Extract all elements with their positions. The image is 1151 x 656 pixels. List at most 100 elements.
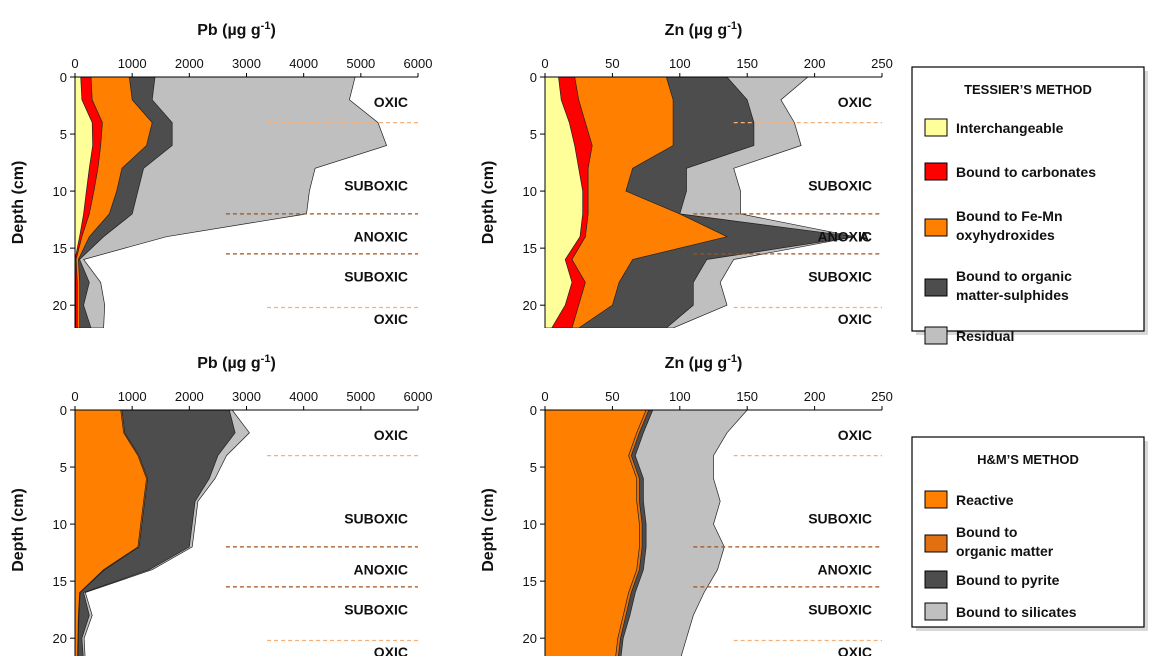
y-tick-label: 10	[53, 517, 67, 532]
legend-box	[911, 66, 1145, 332]
x-tick-label: 150	[736, 56, 758, 71]
legend-item-label: matter-sulphides	[956, 287, 1069, 303]
legend-title: H&M’S METHOD	[977, 452, 1079, 467]
y-tick-label: 5	[60, 460, 67, 475]
zone-label: SUBOXIC	[344, 602, 408, 618]
chart-title: Pb (µg g-1)	[197, 20, 276, 39]
y-tick-label: 15	[53, 574, 67, 589]
legend-item-label: Bound to carbonates	[956, 164, 1096, 180]
series-hm_reactive	[545, 410, 647, 656]
legend-swatch	[924, 602, 948, 621]
y-axis-label: Depth (cm)	[480, 488, 497, 572]
y-axis-label: Depth (cm)	[10, 488, 27, 572]
legend-title: TESSIER’S METHOD	[964, 82, 1092, 97]
x-tick-label: 250	[871, 56, 893, 71]
legend-swatch	[924, 278, 948, 297]
x-tick-label: 5000	[346, 56, 375, 71]
zone-label: SUBOXIC	[344, 510, 408, 526]
legend-hm: H&M’S METHOD Reactive Bound to organic matt…	[911, 436, 1148, 631]
zone-label: OXIC	[838, 644, 872, 656]
legend-item-label: Residual	[956, 328, 1014, 344]
series-interchangeable	[75, 77, 94, 328]
x-tick-label: 6000	[404, 56, 433, 71]
series-hm_reactive	[75, 410, 147, 656]
x-tick-label: 1000	[118, 389, 147, 404]
legend-swatch	[924, 118, 948, 137]
plot-area	[75, 77, 388, 328]
x-tick-label: 150	[736, 389, 758, 404]
y-tick-label: 15	[523, 574, 537, 589]
legend-item-label: Reactive	[956, 492, 1014, 508]
legend-box	[911, 436, 1145, 628]
y-tick-label: 10	[523, 184, 537, 199]
zone-label: SUBOXIC	[808, 602, 872, 618]
zone-label: SUBOXIC	[808, 177, 872, 193]
x-tick-label: 2000	[175, 389, 204, 404]
y-tick-label: 5	[60, 127, 67, 142]
x-tick-label: 2000	[175, 56, 204, 71]
y-tick-label: 20	[53, 298, 67, 313]
zone-label: ANOXIC	[818, 562, 872, 578]
y-tick-label: 0	[530, 403, 537, 418]
zone-label: OXIC	[838, 427, 872, 443]
zone-label: OXIC	[374, 311, 408, 327]
legend-item-label: oxyhydroxides	[956, 227, 1055, 243]
x-tick-label: 50	[605, 389, 619, 404]
x-tick-label: 0	[71, 389, 78, 404]
x-tick-label: 1000	[118, 56, 147, 71]
zone-label: OXIC	[838, 311, 872, 327]
x-tick-label: 6000	[404, 389, 433, 404]
legend-swatch	[924, 162, 948, 181]
zone-label: OXIC	[374, 94, 408, 110]
zone-label: OXIC	[374, 644, 408, 656]
y-tick-label: 20	[523, 631, 537, 646]
chart-pb-hm: OXIC SUBOXIC ANOXIC SUBOXIC OXIC 0 1000 2000 300…	[10, 353, 432, 656]
zone-label: ANOXIC	[354, 229, 408, 245]
y-tick-label: 20	[523, 298, 537, 313]
y-tick-label: 0	[60, 70, 67, 85]
zone-label: SUBOXIC	[808, 269, 872, 285]
zone-label: OXIC	[374, 427, 408, 443]
x-tick-label: 200	[804, 389, 826, 404]
x-tick-label: 3000	[232, 389, 261, 404]
x-tick-label: 4000	[289, 389, 318, 404]
legend-item-label: Bound to pyrite	[956, 572, 1060, 588]
x-tick-label: 50	[605, 56, 619, 71]
chart-title: Zn (µg g-1)	[665, 353, 743, 372]
annotation-label: A	[859, 229, 869, 245]
y-tick-label: 20	[53, 631, 67, 646]
x-tick-label: 200	[804, 56, 826, 71]
plot-area	[545, 77, 856, 328]
x-tick-label: 3000	[232, 56, 261, 71]
chart-title: Pb (µg g-1)	[197, 353, 276, 372]
x-tick-label: 4000	[289, 56, 318, 71]
zone-label: ANOXIC	[818, 229, 872, 245]
zone-label: SUBOXIC	[344, 177, 408, 193]
legend-swatch	[924, 490, 948, 509]
legend-item-label: Bound to Fe-Mn	[956, 208, 1063, 224]
x-tick-label: 0	[71, 56, 78, 71]
zone-label: ANOXIC	[354, 562, 408, 578]
x-tick-label: 5000	[346, 389, 375, 404]
y-axis-label: Depth (cm)	[480, 161, 497, 245]
chart-zn-hm: OXIC SUBOXIC ANOXIC SUBOXIC OXIC 0 50 100 150 200…	[480, 353, 893, 656]
legend-swatch	[924, 534, 948, 553]
legend-item-label: Bound to organic	[956, 268, 1072, 284]
y-tick-label: 10	[523, 517, 537, 532]
legend-swatch	[924, 218, 948, 237]
y-tick-label: 5	[530, 127, 537, 142]
x-tick-label: 100	[669, 389, 691, 404]
y-tick-label: 0	[530, 70, 537, 85]
legend-item-label: Bound to	[956, 524, 1017, 540]
y-tick-label: 15	[523, 241, 537, 256]
legend-item-label: Interchangeable	[956, 120, 1064, 136]
zone-label: SUBOXIC	[808, 510, 872, 526]
legend-swatch	[924, 326, 948, 345]
y-tick-label: 0	[60, 403, 67, 418]
legend-item-label: Bound to silicates	[956, 604, 1077, 620]
chart-title: Zn (µg g-1)	[665, 20, 743, 39]
x-tick-label: 250	[871, 389, 893, 404]
